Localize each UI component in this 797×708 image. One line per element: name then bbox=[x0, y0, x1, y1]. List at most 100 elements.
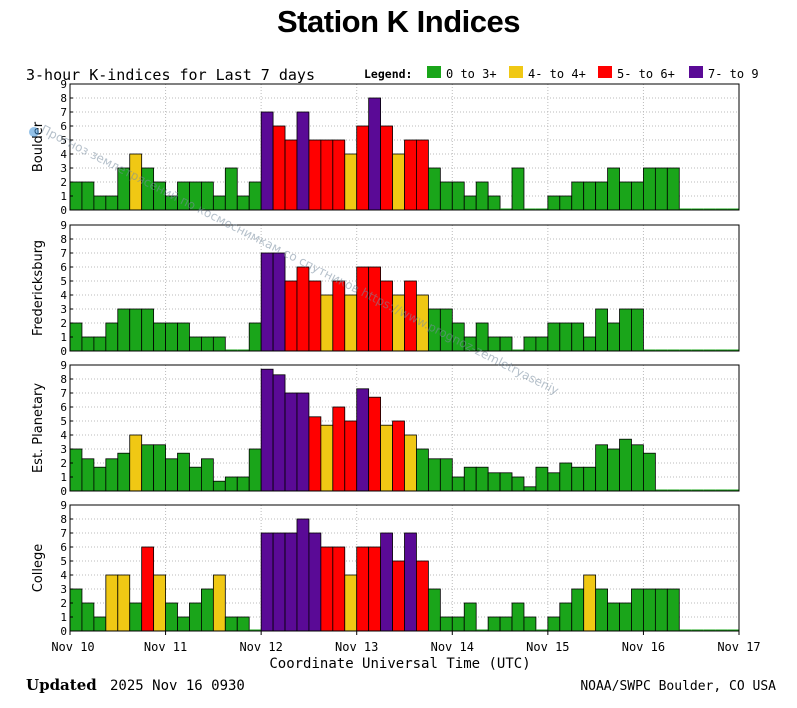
y-tick-label: 5 bbox=[60, 555, 67, 568]
bar bbox=[595, 444, 608, 492]
bar bbox=[643, 167, 656, 211]
bar bbox=[237, 349, 250, 351]
x-tick-label: Nov 13 bbox=[335, 640, 378, 654]
bar bbox=[284, 532, 298, 632]
bar bbox=[427, 458, 441, 492]
bar bbox=[703, 208, 716, 210]
bar bbox=[344, 574, 358, 632]
bar bbox=[81, 458, 95, 492]
bar bbox=[666, 167, 680, 211]
bar bbox=[69, 448, 83, 492]
bar bbox=[296, 518, 310, 632]
x-tick-label: Nov 11 bbox=[144, 640, 187, 654]
bar bbox=[667, 489, 680, 491]
bar bbox=[272, 125, 286, 211]
y-tick-label: 1 bbox=[60, 611, 67, 624]
bar bbox=[595, 588, 608, 632]
y-tick-label: 3 bbox=[60, 303, 67, 316]
bar bbox=[105, 322, 119, 352]
bar bbox=[141, 444, 155, 492]
bar bbox=[439, 181, 453, 211]
bar bbox=[439, 616, 453, 632]
bar bbox=[523, 616, 537, 632]
bar bbox=[105, 195, 119, 211]
bar bbox=[559, 322, 573, 352]
bar bbox=[679, 489, 692, 491]
bar bbox=[727, 208, 739, 210]
bar bbox=[201, 588, 214, 632]
bar bbox=[320, 294, 334, 352]
bar bbox=[571, 588, 585, 632]
bar bbox=[177, 616, 190, 632]
y-tick-label: 0 bbox=[60, 345, 67, 358]
bar bbox=[571, 181, 585, 211]
y-tick-label: 2 bbox=[60, 317, 67, 330]
bar bbox=[727, 629, 739, 631]
bar bbox=[512, 349, 524, 351]
bar bbox=[715, 349, 728, 351]
bar bbox=[607, 167, 620, 211]
bar bbox=[487, 616, 501, 632]
bar bbox=[224, 616, 238, 632]
bar bbox=[236, 195, 250, 211]
bar bbox=[727, 349, 739, 351]
bar bbox=[619, 308, 632, 352]
y-tick-label: 3 bbox=[60, 443, 67, 456]
bar bbox=[691, 489, 704, 491]
bar bbox=[559, 195, 573, 211]
bar bbox=[583, 574, 597, 632]
bar bbox=[715, 489, 728, 491]
bar bbox=[320, 546, 334, 632]
bar bbox=[368, 396, 382, 492]
legend-swatch-purple bbox=[689, 66, 703, 78]
station-panels: 0123456789Boulder0123456789Fredericksbur… bbox=[31, 78, 740, 638]
y-tick-label: 9 bbox=[60, 78, 67, 91]
bar bbox=[117, 574, 131, 632]
bar bbox=[249, 629, 262, 631]
updated-value: 2025 Nov 16 0930 bbox=[110, 678, 245, 694]
bar bbox=[487, 195, 501, 211]
bar bbox=[165, 322, 178, 352]
bar bbox=[284, 280, 298, 352]
bar bbox=[655, 489, 668, 491]
bar bbox=[356, 388, 370, 492]
bar bbox=[356, 546, 370, 632]
bar bbox=[511, 476, 525, 492]
bar bbox=[368, 97, 382, 211]
bar bbox=[260, 252, 274, 352]
bar bbox=[703, 489, 716, 491]
bar bbox=[476, 629, 489, 631]
bar bbox=[236, 616, 250, 632]
y-tick-label: 9 bbox=[60, 359, 67, 372]
bar bbox=[212, 480, 226, 492]
bar bbox=[463, 195, 477, 211]
bar bbox=[117, 308, 131, 352]
bar bbox=[535, 208, 548, 210]
bar bbox=[559, 602, 573, 632]
panel-frame bbox=[69, 364, 740, 492]
bar bbox=[715, 208, 728, 210]
bar bbox=[368, 546, 382, 632]
bar bbox=[463, 602, 477, 632]
x-axis-ticks: Nov 10 Nov 11 Nov 12 Nov 13 Nov 14 Nov 15 Nov … bbox=[51, 631, 761, 654]
legend-item-0-label: 0 to 3+ bbox=[446, 67, 497, 81]
bar bbox=[535, 336, 549, 352]
bar bbox=[177, 452, 190, 492]
bar bbox=[260, 368, 274, 492]
bar bbox=[344, 153, 358, 211]
bar bbox=[416, 448, 429, 492]
bar bbox=[607, 602, 620, 632]
updated-label: Updated bbox=[26, 676, 97, 694]
y-tick-label: 8 bbox=[60, 373, 67, 386]
y-tick-label: 0 bbox=[60, 204, 67, 217]
x-tick-label: Nov 14 bbox=[431, 640, 474, 654]
x-tick-label: Nov 15 bbox=[526, 640, 569, 654]
panel-frame bbox=[69, 224, 740, 352]
bar bbox=[619, 602, 632, 632]
bar bbox=[344, 294, 358, 352]
y-tick-label: 1 bbox=[60, 471, 67, 484]
bar bbox=[356, 266, 370, 352]
